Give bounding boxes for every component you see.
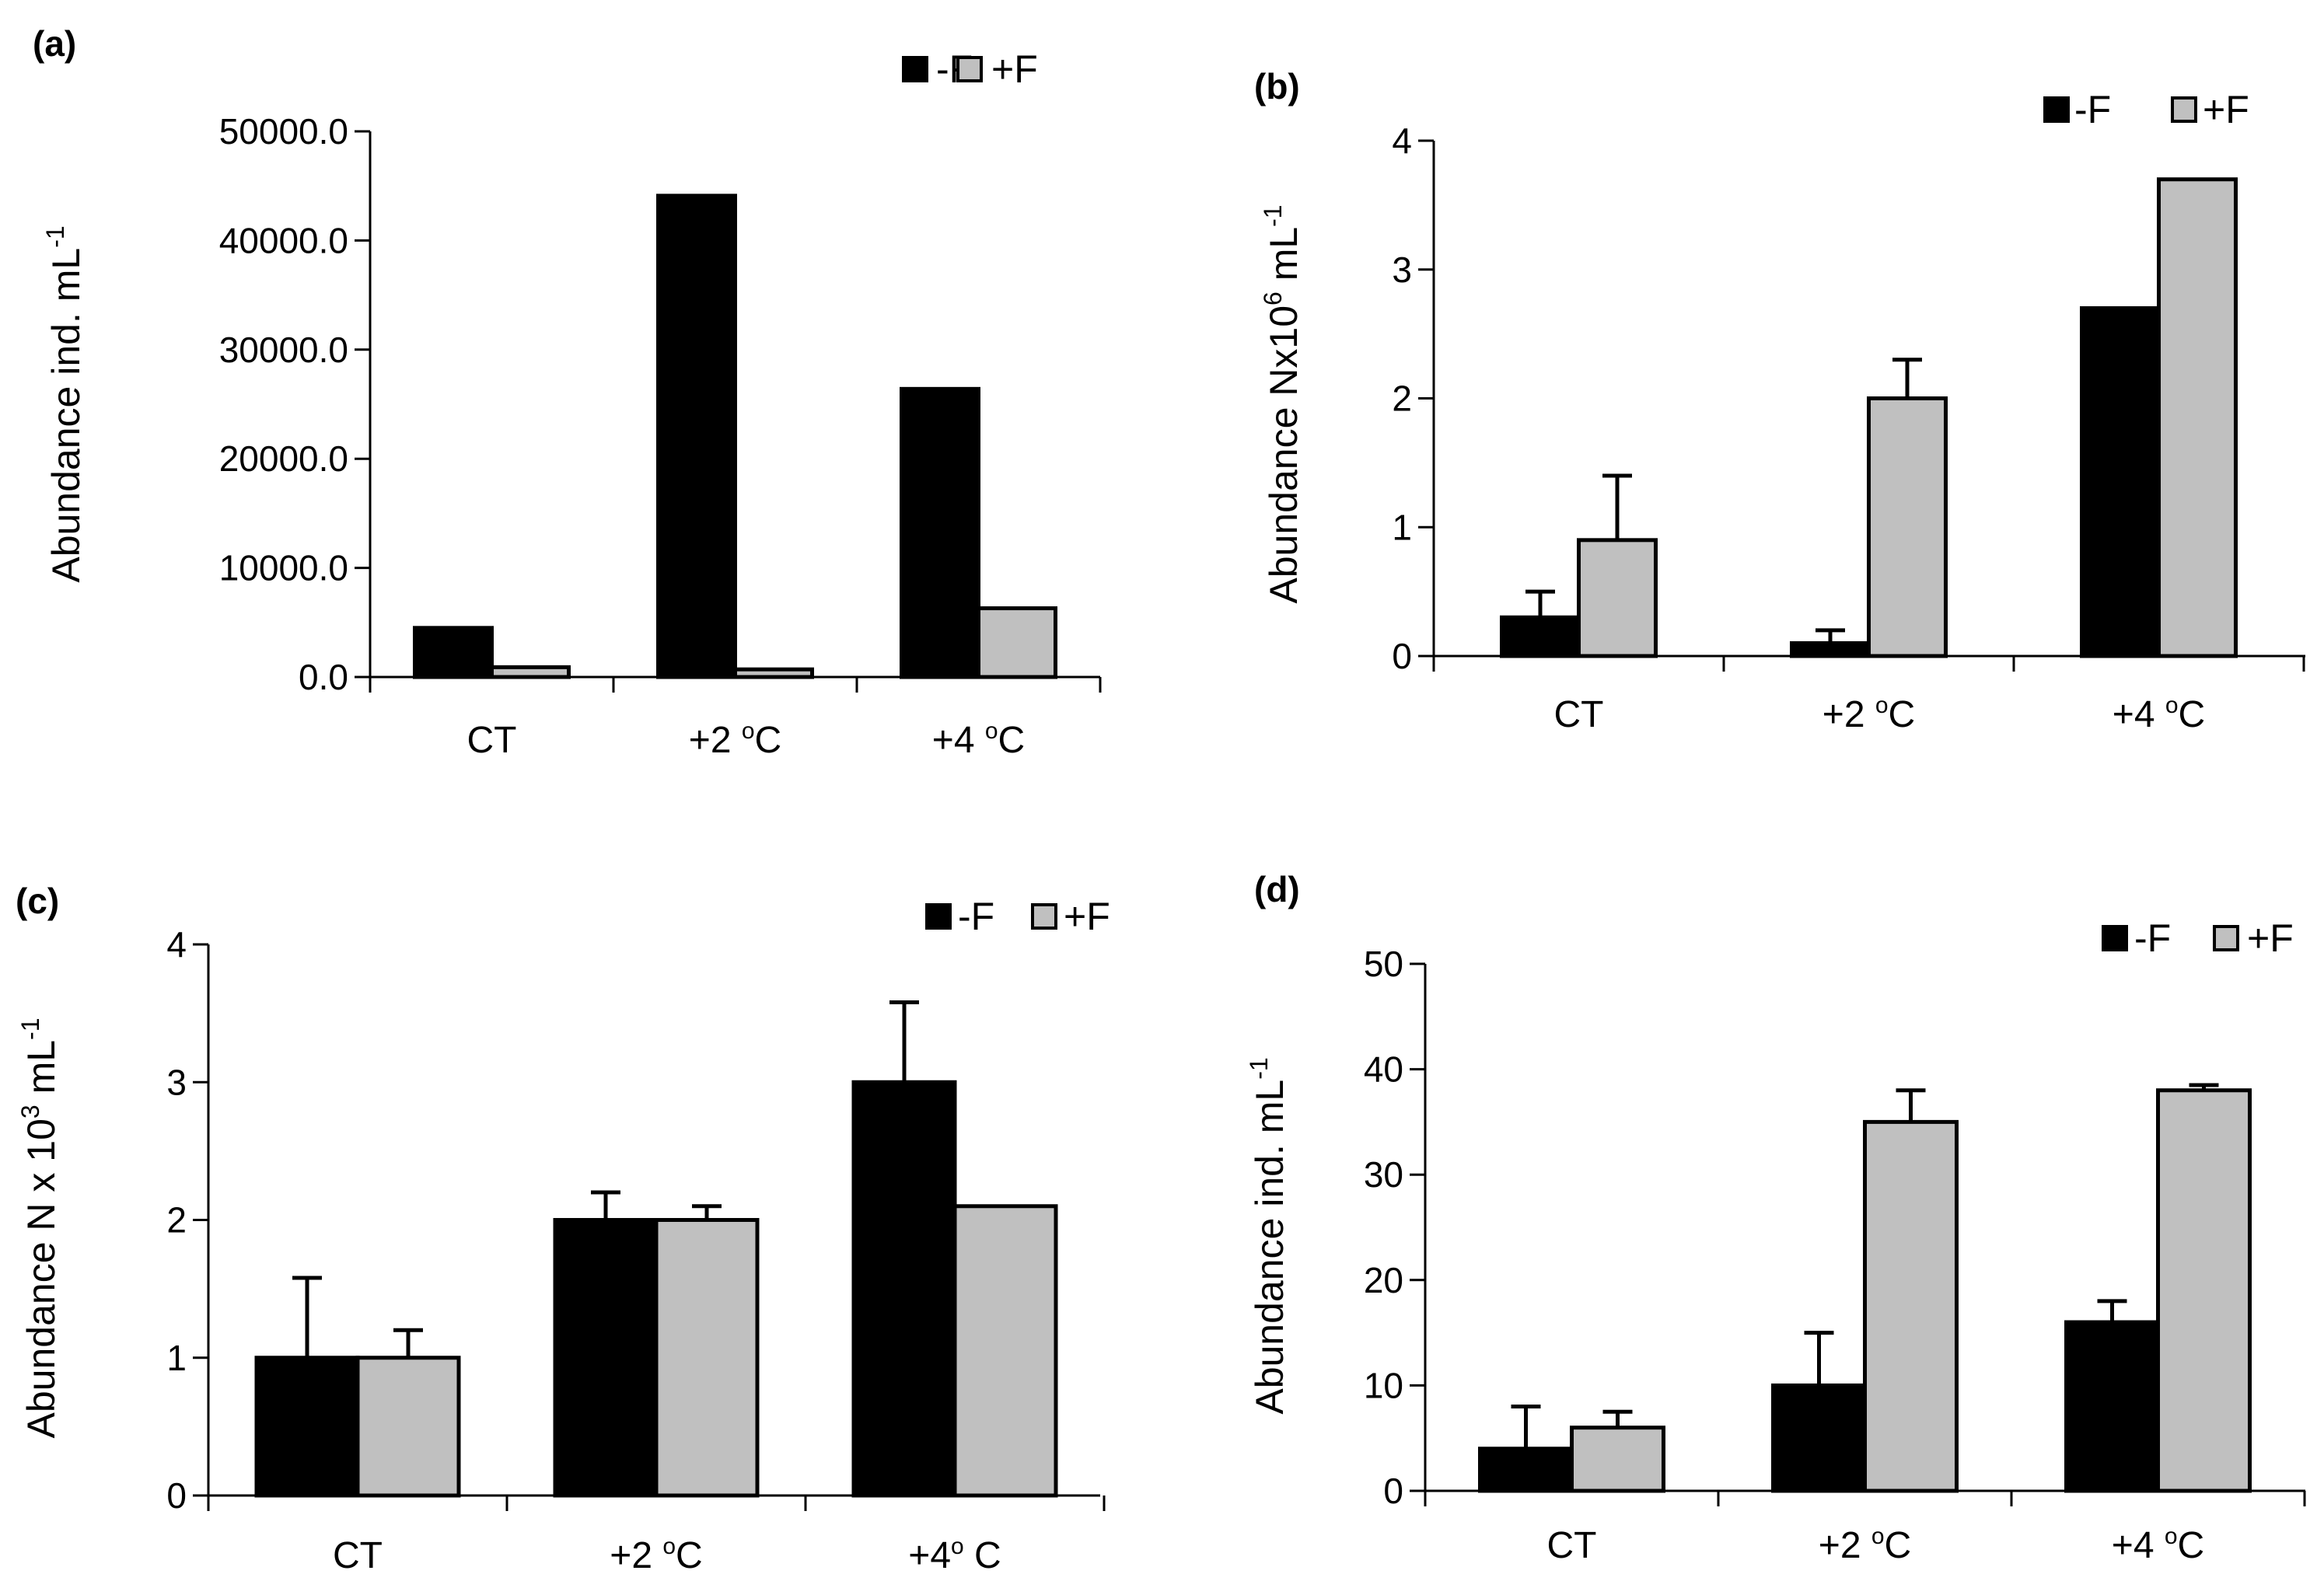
category-label: CT: [333, 1535, 383, 1576]
bar: [2156, 1088, 2252, 1493]
legend-swatch: [956, 56, 983, 82]
chart-panel-2: (b) 0 1 2 3 4 CT +2 oC +4 oC Abundance Nx106 mL-1…: [1254, 66, 2305, 735]
panel-label: (b): [1254, 66, 1300, 106]
bar: [413, 626, 494, 679]
legend-label: -F: [2074, 88, 2111, 131]
y-tick-label: 20000.0: [219, 438, 348, 479]
bar: [553, 1218, 659, 1498]
bar: [490, 665, 571, 679]
y-tick-label: 0: [1383, 1471, 1403, 1511]
bar: [656, 194, 737, 679]
bar: [2157, 177, 2238, 658]
y-axis-label: Abundance N x 103 mL-1: [16, 1017, 63, 1438]
y-axis-label: Abundance ind. mL-1: [41, 225, 88, 582]
y-tick-label: 1: [166, 1338, 187, 1378]
y-tick-label: 20: [1364, 1260, 1403, 1300]
bar: [355, 1356, 461, 1498]
legend-swatch: [2171, 96, 2197, 123]
bar: [1570, 1426, 1665, 1493]
category-label: +4 oC: [2112, 1523, 2204, 1566]
y-tick-label: 2: [166, 1200, 187, 1241]
y-tick-label: 50: [1364, 944, 1403, 984]
y-tick-label: 3: [1392, 250, 1412, 290]
category-label: +4 oC: [932, 718, 1025, 761]
y-axis-label: Abundance Nx106 mL-1: [1259, 204, 1305, 603]
y-tick-label: 0: [1392, 636, 1412, 676]
category-label: +2 oC: [1823, 693, 1915, 735]
panel-label: (c): [16, 881, 59, 921]
chart-panel-3: (c) 0 1 2 3 4 CT +2 oC +4o C Abundance N x 103 mL…: [16, 881, 1110, 1576]
y-tick-label: 10000.0: [219, 548, 348, 588]
legend-swatch: [2213, 925, 2239, 951]
chart-panel-4: (d) 0 10 20 30 40 50 CT +2 oC +4 oC Abundance ind.…: [1245, 869, 2306, 1566]
y-axis-label: Abundance ind. mL-1: [1245, 1057, 1291, 1414]
legend-swatch: [1031, 903, 1057, 930]
y-tick-label: 1: [1392, 507, 1412, 547]
legend-label: -F: [2134, 916, 2171, 960]
y-tick-label: 4: [1392, 120, 1412, 161]
panel-label: (d): [1254, 869, 1300, 909]
legend-swatch: [925, 903, 952, 930]
category-label: CT: [1554, 694, 1604, 735]
legend-swatch: [2102, 925, 2128, 951]
bar: [977, 606, 1057, 679]
bar: [1863, 1119, 1959, 1493]
category-label: +2 oC: [689, 718, 781, 761]
bar: [2080, 305, 2161, 658]
y-tick-label: 40: [1364, 1049, 1403, 1090]
bar: [1500, 615, 1581, 658]
legend-label: -F: [958, 895, 994, 938]
legend-label: +F: [2203, 88, 2249, 131]
bar: [952, 1204, 1058, 1498]
bar: [900, 386, 980, 679]
y-tick-label: 4: [166, 924, 187, 965]
bar: [1867, 396, 1948, 658]
category-label: CT: [467, 720, 517, 761]
legend-swatch: [2043, 96, 2070, 123]
panel-label: (a): [33, 23, 76, 64]
category-label: +4o C: [908, 1534, 1001, 1576]
y-tick-label: 0: [166, 1475, 187, 1516]
y-tick-label: 3: [166, 1062, 187, 1102]
y-tick-label: 40000.0: [219, 220, 348, 260]
category-label: +2 oC: [1819, 1523, 1911, 1566]
bar: [1790, 640, 1871, 658]
bar: [254, 1356, 360, 1498]
legend-label: +F: [2247, 916, 2294, 960]
y-tick-label: 2: [1392, 379, 1412, 419]
bar: [851, 1080, 957, 1498]
y-tick-label: 30000.0: [219, 330, 348, 370]
category-label: +4 oC: [2113, 693, 2205, 735]
bar: [1478, 1447, 1574, 1493]
y-tick-label: 50000.0: [219, 111, 348, 152]
category-label: CT: [1547, 1525, 1597, 1566]
bar: [2064, 1320, 2160, 1493]
category-label: +2 oC: [610, 1534, 702, 1576]
chart-panel-1: (a) 0.0 10000.0 20000.0 30000.0 40000.0 50000.…: [33, 23, 1102, 761]
legend-label: +F: [991, 47, 1038, 91]
y-tick-label: 30: [1364, 1154, 1403, 1195]
legend-swatch: [902, 56, 928, 82]
y-tick-label: 0.0: [299, 657, 348, 697]
legend-label: +F: [1064, 895, 1110, 938]
y-tick-label: 10: [1364, 1365, 1403, 1405]
bar: [1771, 1383, 1867, 1493]
bar: [1577, 538, 1658, 658]
bar: [654, 1218, 760, 1498]
